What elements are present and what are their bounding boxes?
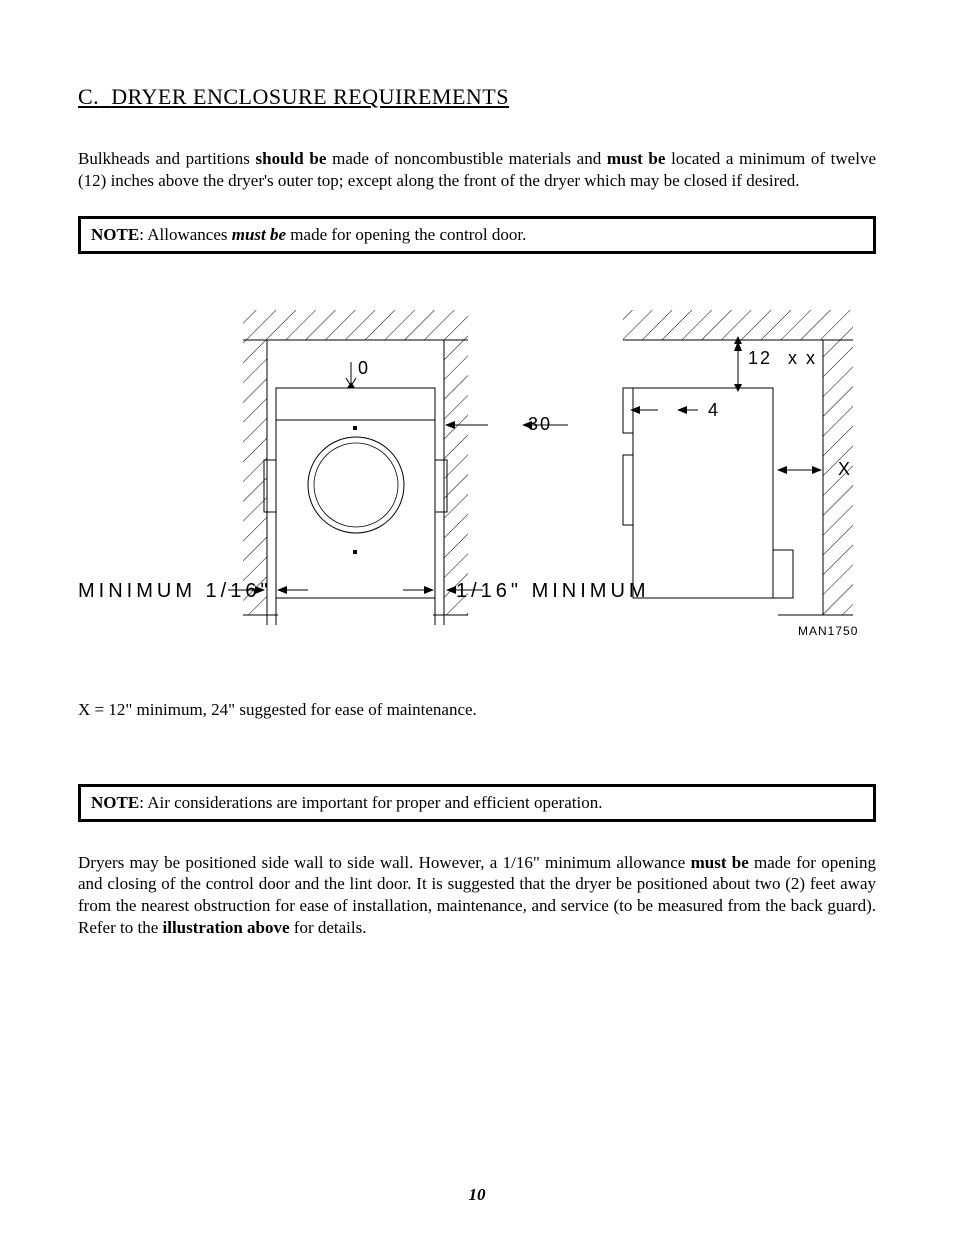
intro-text-c: made of noncombustible materials and <box>326 149 606 168</box>
twelve-label: 12 <box>748 348 772 368</box>
note-box-2: NOTE: Air considerations are important f… <box>78 784 876 822</box>
thirty-label: 30 <box>528 414 552 434</box>
note1-text-a: : Allowances <box>139 225 232 244</box>
note2-label: NOTE <box>91 793 139 812</box>
intro-paragraph: Bulkheads and partitions should be made … <box>78 148 876 192</box>
outro-a: Dryers may be positioned side wall to si… <box>78 853 691 872</box>
section-letter: C. <box>78 84 99 109</box>
note2-text: : Air considerations are important for p… <box>139 793 602 812</box>
left-min-label: MINIMUM 1/16" <box>78 580 272 602</box>
outro-bold-illustration: illustration above <box>163 918 290 937</box>
four-label: 4 <box>708 400 720 420</box>
intro-bold-should: should be <box>256 149 327 168</box>
right-min-label: 1/16" MINIMUM <box>456 580 650 602</box>
side-view: 12 x x 4 X MAN1750 <box>623 310 858 638</box>
section-title-text: DRYER ENCLOSURE REQUIREMENTS <box>111 84 509 109</box>
page: C. DRYER ENCLOSURE REQUIREMENTS Bulkhead… <box>0 0 954 1235</box>
page-number: 10 <box>0 1185 954 1205</box>
note1-text-c: made for opening the control door. <box>286 225 526 244</box>
outro-bold-must: must be <box>691 853 749 872</box>
note1-mustbe: must be <box>232 225 286 244</box>
outro-paragraph: Dryers may be positioned side wall to si… <box>78 852 876 939</box>
xx-label: x x <box>788 348 817 368</box>
zero-label: 0 <box>358 358 370 378</box>
note1-label: NOTE <box>91 225 139 244</box>
enclosure-diagram: 0 MINIMUM 1/16" 1/16" MINIMUM <box>78 290 876 650</box>
section-title: C. DRYER ENCLOSURE REQUIREMENTS <box>78 84 876 110</box>
intro-text-a: Bulkheads and partitions <box>78 149 256 168</box>
x-label: X <box>838 459 852 479</box>
note-box-1: NOTE: Allowances must be made for openin… <box>78 216 876 254</box>
man-label: MAN1750 <box>798 624 858 638</box>
intro-bold-must: must be <box>607 149 666 168</box>
outro-e: for details. <box>290 918 367 937</box>
diagram-svg: 0 MINIMUM 1/16" 1/16" MINIMUM <box>78 290 876 650</box>
x-caption: X = 12" minimum, 24" suggested for ease … <box>78 700 876 720</box>
front-view: 0 MINIMUM 1/16" 1/16" MINIMUM <box>78 310 650 625</box>
